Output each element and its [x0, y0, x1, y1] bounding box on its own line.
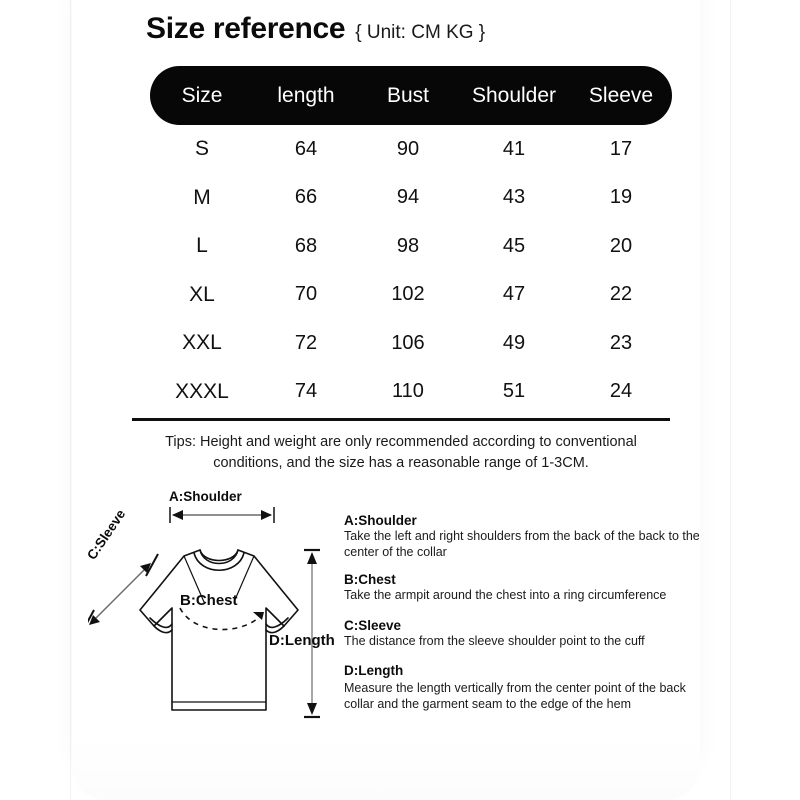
cell-sleeve: 19 [609, 186, 633, 209]
chest-arrow-head [253, 612, 264, 620]
column-header-shoulder: Shoulder [471, 83, 557, 107]
cell-length: 68 [294, 234, 318, 257]
cell-sleeve: 24 [609, 380, 633, 403]
table-row: XXXL 74 110 51 24 [150, 368, 672, 417]
page-title-main: Size reference [146, 12, 346, 45]
section-divider [132, 418, 670, 421]
cell-shoulder: 49 [502, 331, 526, 354]
table-row: S 64 90 41 17 [150, 125, 672, 174]
page-edge-right [730, 0, 731, 800]
diagram-label-chest: B:Chest [180, 592, 238, 609]
spec-sleeve: C:Sleeve The distance from the sleeve sh… [344, 617, 700, 650]
diagram-label-length: D:Length [269, 632, 335, 649]
measurement-descriptions: A:Shoulder Take the left and right shoul… [344, 512, 700, 723]
cell-size: M [193, 185, 211, 209]
cell-length: 72 [294, 331, 318, 354]
tshirt-diagram [88, 484, 368, 734]
spec-chest-title: B:Chest [344, 572, 396, 587]
cell-length: 66 [294, 186, 318, 209]
cell-size: S [194, 137, 209, 161]
cell-bust: 94 [396, 186, 420, 209]
cell-shoulder: 45 [502, 234, 526, 257]
cell-shoulder: 43 [502, 186, 526, 209]
spec-shoulder-title: A:Shoulder [344, 513, 417, 528]
spec-length-body: Measure the length vertically from the c… [344, 681, 686, 711]
column-header-bust: Bust [386, 83, 430, 107]
spec-chest-body: Take the armpit around the chest into a … [344, 588, 667, 602]
cell-bust: 106 [391, 331, 425, 354]
cell-sleeve: 20 [609, 234, 633, 257]
table-header-row: Size length Bust Shoulder Sleeve [150, 66, 672, 125]
spec-shoulder: A:Shoulder Take the left and right shoul… [344, 512, 700, 560]
cell-size: XXXL [175, 379, 229, 403]
cell-size: XL [189, 282, 215, 306]
sleeve-dimension-line [88, 553, 159, 625]
cell-sleeve: 17 [609, 137, 633, 160]
cell-bust: 102 [391, 283, 425, 306]
spec-sleeve-title: C:Sleeve [344, 617, 402, 633]
table-row: XXL 72 106 49 23 [150, 319, 672, 368]
page-title-unit: { Unit: CM KG } [355, 22, 486, 43]
cell-sleeve: 23 [609, 331, 633, 354]
spec-length-title: D:Length [344, 663, 404, 678]
cell-size: XXL [182, 331, 222, 355]
spec-length: D:Length Measure the length vertically f… [344, 662, 700, 712]
table-row: L 68 98 45 20 [150, 222, 672, 271]
cell-shoulder: 47 [502, 283, 526, 306]
page-title: Size reference { Unit: CM KG } [146, 12, 485, 46]
cell-bust: 98 [396, 234, 420, 257]
spec-shoulder-body: Take the left and right shoulders from t… [344, 529, 700, 559]
cell-length: 70 [294, 283, 318, 306]
cell-size: L [196, 234, 208, 258]
cell-shoulder: 41 [502, 137, 526, 160]
column-header-sleeve: Sleeve [588, 83, 654, 107]
shoulder-dimension-line [169, 507, 275, 523]
column-header-length: length [277, 83, 335, 107]
column-header-size: Size [181, 83, 223, 107]
tshirt-illustration-svg [88, 507, 320, 719]
spec-sleeve-body: The distance from the sleeve shoulder po… [344, 633, 645, 648]
cell-bust: 90 [396, 137, 420, 160]
tips-text: Tips: Height and weight are only recomme… [165, 434, 637, 471]
spec-chest: B:Chest Take the armpit around the chest… [344, 571, 700, 604]
table-row: XL 70 102 47 22 [150, 271, 672, 320]
cell-length: 64 [294, 137, 318, 160]
cell-sleeve: 22 [609, 283, 633, 306]
table-row: M 66 94 43 19 [150, 174, 672, 223]
cell-length: 74 [294, 380, 318, 403]
length-dimension-line [304, 548, 320, 719]
cell-bust: 110 [392, 380, 424, 403]
size-table: Size length Bust Shoulder Sleeve S 64 90… [150, 66, 672, 416]
cell-shoulder: 51 [502, 380, 526, 403]
diagram-label-shoulder: A:Shoulder [169, 489, 242, 504]
page-edge-left [70, 0, 71, 800]
